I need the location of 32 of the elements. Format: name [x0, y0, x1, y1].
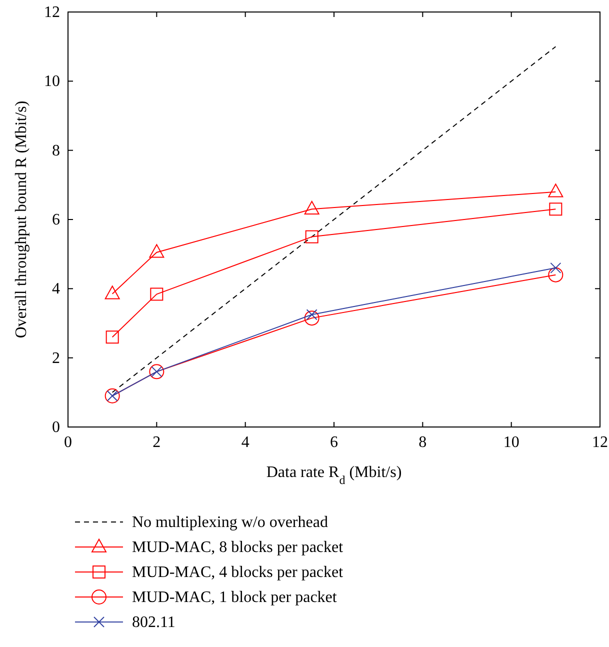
point — [548, 184, 564, 198]
point — [305, 230, 318, 244]
point — [304, 200, 320, 215]
x-tick-label: 2 — [152, 434, 161, 451]
point — [304, 310, 320, 326]
point — [150, 288, 164, 301]
legend-label: No multiplexing w/o overhead — [132, 514, 328, 531]
x-tick-label: 10 — [503, 434, 520, 451]
y-axis-title: Overall throughput bound R (Mbit/s) — [13, 100, 30, 338]
x-tick-label: 6 — [330, 434, 338, 451]
legend-label: MUD-MAC, 4 blocks per packet — [132, 564, 344, 581]
point — [550, 262, 562, 274]
legend-label: MUD-MAC, 8 blocks per packet — [132, 539, 344, 556]
y-tick-label: 6 — [52, 212, 60, 228]
legend-label: MUD-MAC, 1 block per packet — [132, 589, 338, 606]
y-tick-label: 10 — [44, 73, 60, 90]
x-tick-label: 12 — [592, 434, 608, 451]
point — [106, 330, 119, 344]
y-tick-label: 2 — [52, 350, 60, 367]
y-tick-label: 8 — [52, 142, 60, 160]
point — [548, 267, 564, 282]
point — [549, 202, 562, 216]
y-tick-label: 0 — [52, 419, 60, 436]
y-tick-label: 4 — [52, 280, 60, 298]
x-axis-title: Data rate R$_{d}$ (Mbit/s) — [266, 464, 402, 487]
y-tick-label: 12 — [44, 4, 60, 21]
x-tick-label: 8 — [418, 434, 427, 451]
point — [149, 244, 164, 258]
x-tick-label: 0 — [64, 434, 72, 451]
point — [104, 286, 120, 300]
x-tick-label: 4 — [241, 434, 250, 451]
legend-label: 802.11 — [132, 614, 176, 631]
